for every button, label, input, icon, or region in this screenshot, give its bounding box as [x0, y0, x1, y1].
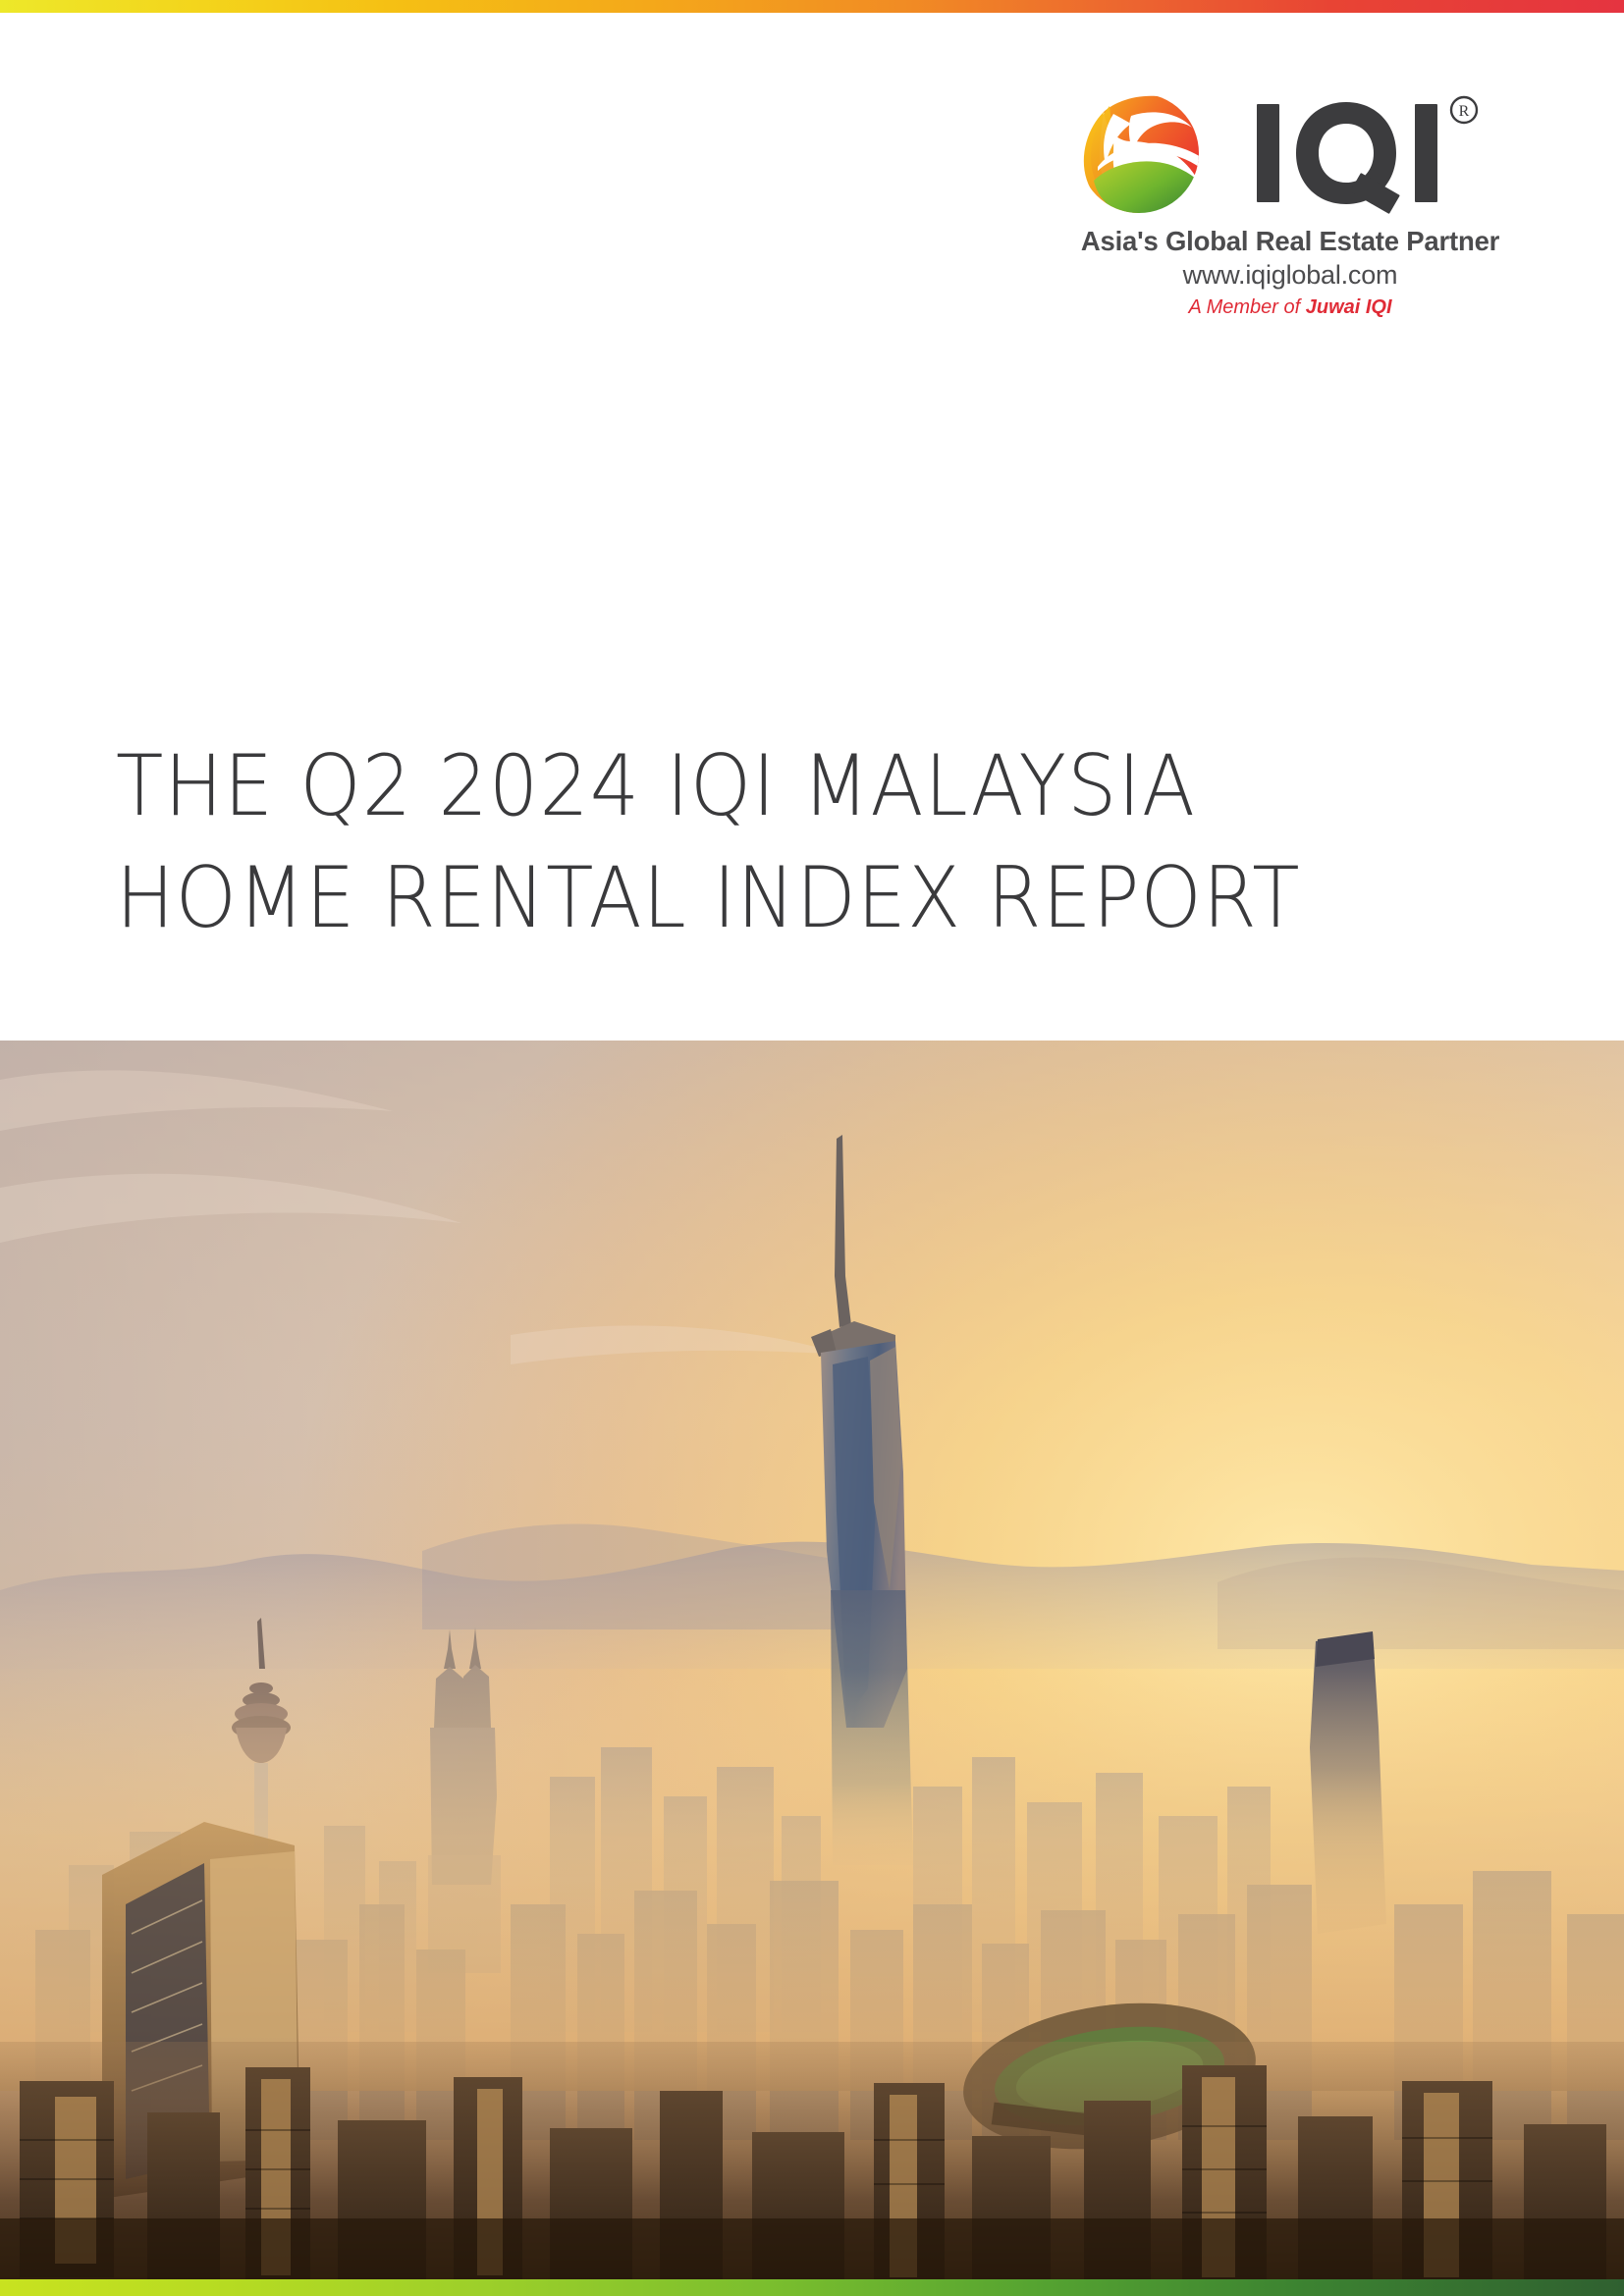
bottom-gradient-bar — [0, 2279, 1624, 2296]
svg-text:R: R — [1459, 103, 1470, 120]
hero-cityscape-image — [0, 1041, 1624, 2296]
sphere-shape — [1083, 95, 1199, 213]
top-gradient-bar — [0, 0, 1624, 13]
page-title: THE Q2 2024 IQI MALAYSIA HOME RENTAL IND… — [116, 731, 1510, 954]
logo-member-line: A Member of Juwai IQI — [1045, 296, 1536, 319]
iqi-sphere-logo: R — [1083, 95, 1479, 214]
iqi-logo-block: R Asia's Global Real Estate Partner www.… — [1045, 86, 1536, 319]
registered-trademark-icon: R — [1449, 95, 1479, 125]
page-title-line-1: THE Q2 2024 IQI MALAYSIA — [116, 737, 1197, 835]
member-prefix: A Member of — [1188, 296, 1306, 319]
page-title-line-2: HOME RENTAL INDEX REPORT — [116, 848, 1301, 947]
logo-website-url[interactable]: www.iqiglobal.com — [1182, 260, 1398, 291]
member-brand: Juwai IQI — [1305, 296, 1392, 319]
iqi-wordmark — [1257, 102, 1437, 214]
logo-tagline: Asia's Global Real Estate Partner — [1080, 226, 1500, 256]
